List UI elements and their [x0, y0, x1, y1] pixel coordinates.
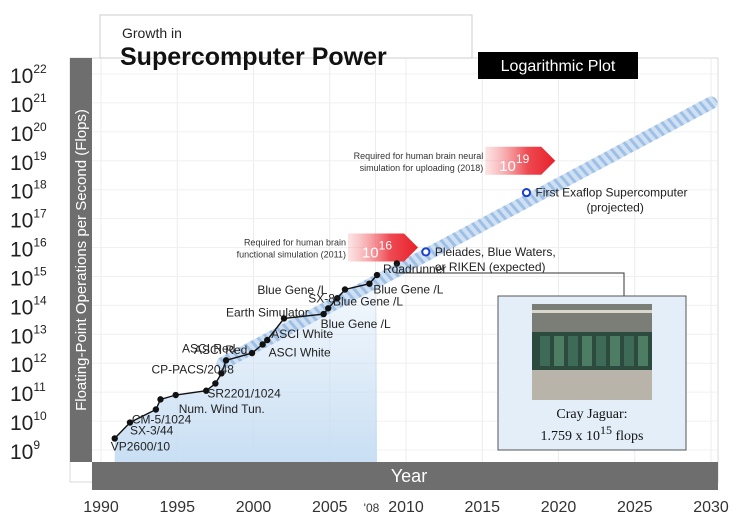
data-point	[111, 435, 118, 442]
y-axis-title: Floating-Point Operations per Second (Fl…	[73, 109, 90, 411]
data-point	[341, 286, 349, 293]
x-tick-label: 2000	[236, 499, 272, 516]
photo-caption-base: 1.759 x 10	[541, 429, 601, 444]
projected-point-label: Pleiades, Blue Waters,	[435, 245, 556, 259]
projected-point-label: First Exaflop Supercomputer	[535, 186, 687, 200]
data-point-label: ASCI White	[271, 327, 333, 341]
data-point-label: Num. Wind Tun.	[179, 402, 265, 416]
y-tick-label: 109	[10, 438, 40, 464]
data-point	[126, 419, 134, 426]
y-axis-band	[70, 58, 92, 462]
x-tick-label: 2015	[464, 499, 500, 516]
y-tick-label: 1021	[10, 91, 47, 117]
trend-band	[216, 96, 718, 370]
photo-leader-line	[396, 263, 625, 296]
y-tick-label: 1010	[10, 409, 47, 435]
y-tick-label: 1015	[10, 264, 47, 290]
data-point	[280, 315, 288, 322]
requirement-arrow	[348, 233, 418, 262]
data-point-label: ASCI White	[269, 345, 331, 359]
data-point	[222, 357, 230, 364]
x-axis-band	[92, 462, 718, 490]
data-point	[172, 391, 179, 399]
projected-points: Pleiades, Blue Waters,or RIKEN (expected…	[421, 186, 688, 274]
requirement-note: functional simulation (2011)	[237, 250, 346, 260]
data-point-label: SX-8	[308, 291, 335, 305]
x-tick-label: 1995	[159, 499, 195, 516]
projected-point-label: (projected)	[586, 201, 643, 215]
x-tick-label: 2025	[617, 499, 653, 516]
requirement-value: 1019	[499, 152, 529, 175]
x-tick-labels: 1990 1995 2000 2005 '08 2010 2015 2020 2025 2030	[83, 499, 729, 516]
projected-point	[521, 187, 532, 198]
y-tick-label: 1019	[10, 149, 47, 175]
requirement-note: Required for human brain neural	[354, 151, 484, 161]
requirement-note: simulation for uploading (2018)	[360, 163, 484, 173]
y-tick-label: 1018	[10, 178, 47, 204]
x-tick-label: '08	[364, 501, 380, 515]
data-point-label: Blue Gene /L	[373, 283, 443, 297]
y-tick-label: 1020	[10, 120, 47, 146]
x-tick-label: 1990	[83, 499, 119, 516]
title-card-border	[99, 14, 473, 59]
log-plot-tag-bg	[478, 52, 638, 79]
data-point	[203, 387, 210, 394]
data-point	[366, 280, 373, 287]
y-tick-label: 1013	[10, 322, 47, 348]
photo-caption-exp: 15	[600, 423, 612, 437]
requirement-arrow	[485, 146, 556, 175]
data-point	[248, 349, 256, 357]
data-point-label: VP2600/10	[111, 439, 171, 453]
chart-title-line1: Growth in	[122, 25, 182, 41]
requirement-value: 1016	[362, 239, 392, 262]
data-point	[212, 380, 219, 387]
series-points	[111, 260, 401, 442]
data-point-label: Earth Simulator	[226, 305, 309, 319]
title-card-bg	[100, 15, 472, 58]
data-point-label: Blue Gene /L	[333, 294, 403, 308]
data-point-label: Blue Gene /L	[257, 283, 327, 297]
x-axis-title: Year	[391, 466, 427, 486]
data-point-label: SR2201/1024	[207, 386, 281, 400]
data-point	[264, 336, 271, 344]
data-point	[157, 396, 164, 403]
data-point	[259, 341, 266, 348]
x-tick-label: 2020	[541, 499, 577, 516]
photo-caption-line2: 1.759 x 1015 flops	[541, 423, 644, 444]
y-tick-label: 1012	[10, 351, 47, 377]
x-tick-label: 2005	[312, 499, 348, 516]
data-point-label: SX-3/44	[130, 424, 174, 438]
projected-point	[421, 247, 431, 257]
y-tick-label: 1017	[10, 207, 47, 233]
y-tick-label: 1014	[10, 293, 47, 319]
y-tick-label: 1022	[10, 62, 47, 88]
data-point	[320, 310, 327, 318]
log-plot-tag: Logarithmic Plot	[501, 58, 616, 75]
data-point-label: Blue Gene /L	[321, 317, 391, 331]
x-tick-label: 2030	[693, 499, 729, 516]
x-tick-label: 2010	[388, 499, 424, 516]
data-point	[152, 406, 160, 413]
projected-point-label: or RIKEN (expected)	[435, 260, 546, 274]
requirement-note: Required for human brain	[244, 238, 346, 248]
data-point	[218, 370, 225, 377]
photo-caption-unit: flops	[612, 429, 644, 444]
photo-cray-jaguar	[532, 304, 652, 400]
data-point-label: CM-5/1024	[132, 413, 192, 427]
data-point	[373, 271, 381, 279]
y-tick-label: 1011	[10, 380, 46, 406]
data-point-label: ASCI Red	[194, 343, 247, 357]
data-point	[334, 294, 341, 302]
photo-caption-line1: Cray Jaguar:	[556, 407, 627, 422]
data-point-label: ASCI Red	[182, 341, 235, 355]
data-point-label: CP-PACS/2048	[151, 362, 234, 376]
requirement-arrows: 1016 Required for human brain functional s…	[237, 146, 556, 262]
data-point	[325, 305, 332, 312]
chart-title: Supercomputer Power	[120, 43, 387, 71]
y-tick-label: 1016	[10, 236, 47, 262]
